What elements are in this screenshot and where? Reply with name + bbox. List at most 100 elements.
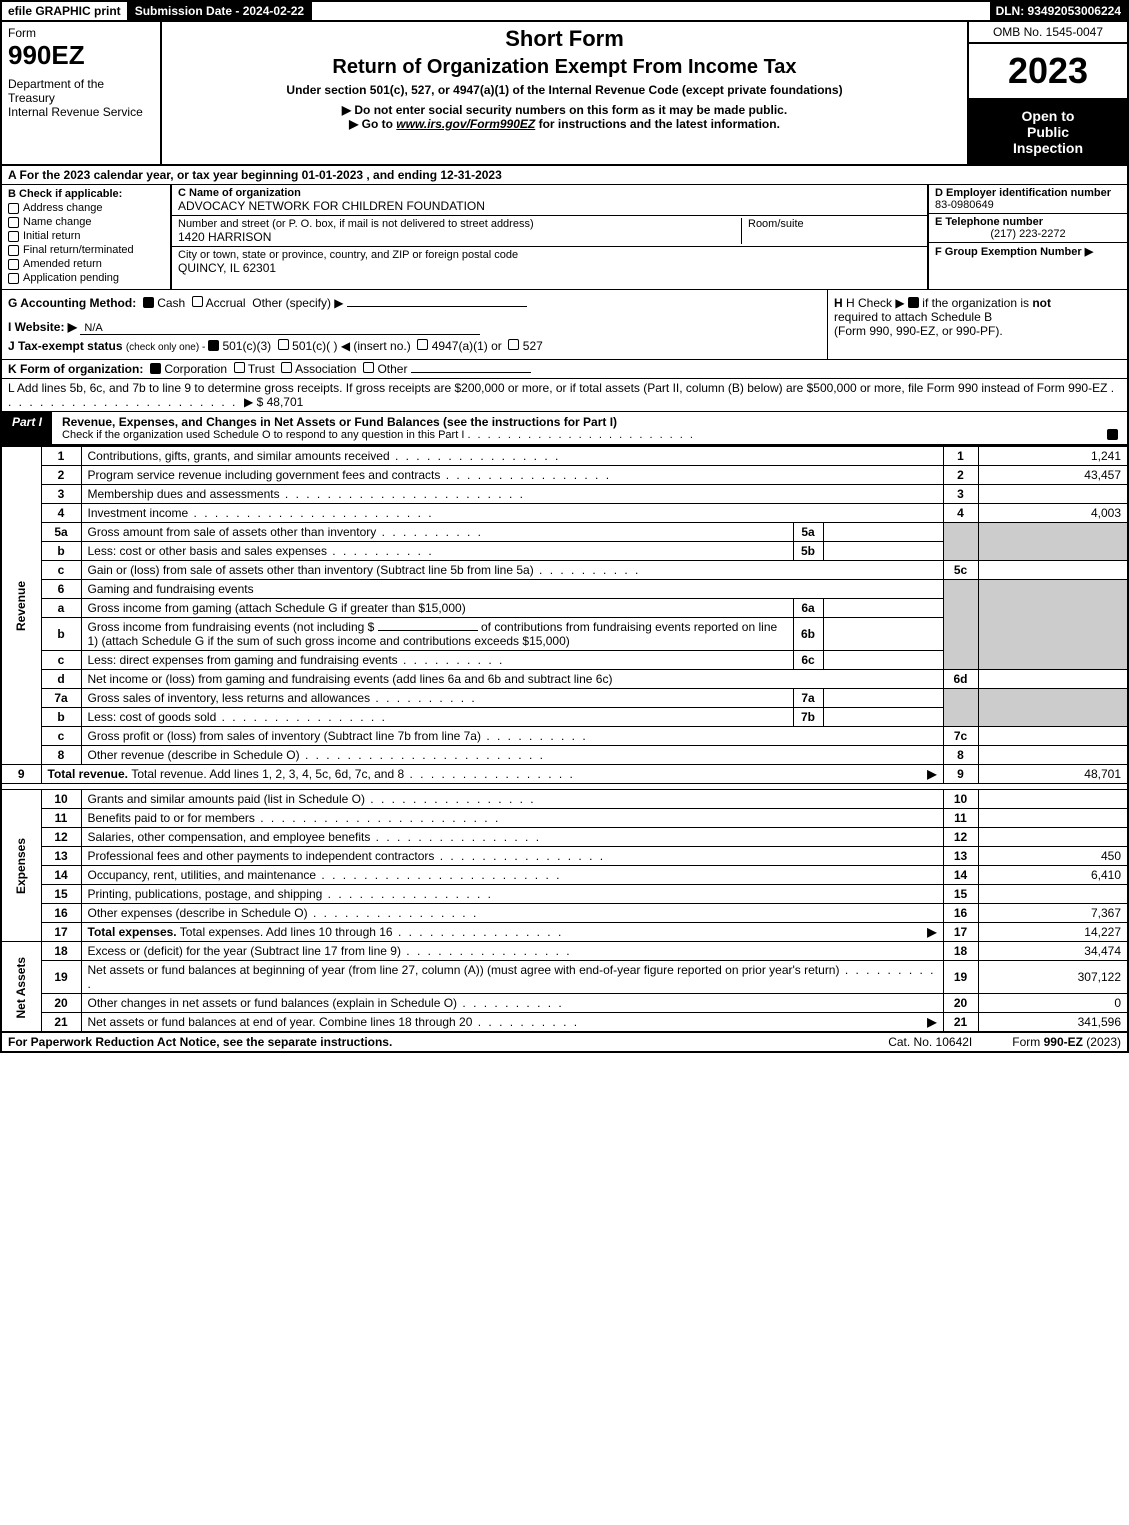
line-1-val: 1,241 — [978, 447, 1128, 466]
section-i: I Website: ▶ N/A — [8, 320, 821, 335]
section-j: J Tax-exempt status (check only one) - 5… — [8, 339, 821, 353]
phone-label: E Telephone number — [935, 216, 1121, 228]
line-13-desc: Professional fees and other payments to … — [81, 847, 943, 866]
line-16-rno: 16 — [943, 904, 978, 923]
line-16-val: 7,367 — [978, 904, 1128, 923]
line-10-no: 10 — [41, 790, 81, 809]
g-label: G Accounting Method: — [8, 296, 136, 310]
dots-icon — [457, 996, 564, 1010]
j-501c: 501(c)( ) ◀ (insert no.) — [292, 339, 411, 353]
other-specify: Other (specify) ▶ — [252, 296, 343, 310]
line-4-rno: 4 — [943, 504, 978, 523]
short-form-title: Short Form — [168, 26, 961, 52]
section-b-header: B Check if applicable: — [8, 188, 164, 200]
h-text2: required to attach Schedule B — [834, 310, 992, 324]
checkbox-icon[interactable] — [8, 273, 19, 284]
line-21-val: 341,596 — [978, 1013, 1128, 1033]
dots-icon — [370, 691, 477, 705]
header-center: Short Form Return of Organization Exempt… — [162, 22, 967, 164]
footer-catalog-no: Cat. No. 10642I — [888, 1035, 972, 1049]
checkbox-icon[interactable] — [192, 296, 203, 307]
checkbox-checked-icon[interactable] — [143, 297, 154, 308]
line-20-rno: 20 — [943, 994, 978, 1013]
checkbox-icon[interactable] — [234, 362, 245, 373]
dots-icon — [472, 1015, 579, 1029]
line-7a-sval — [823, 689, 943, 708]
line-3-val — [978, 485, 1128, 504]
top-bar: efile GRAPHIC print Submission Date - 20… — [0, 0, 1129, 20]
shade-cell — [978, 523, 1128, 561]
line-17-desc: Total expenses. Total expenses. Add line… — [81, 923, 943, 942]
section-k: K Form of organization: Corporation Trus… — [0, 360, 1129, 379]
line-5b-no: b — [41, 542, 81, 561]
department-label: Department of the Treasury Internal Reve… — [8, 77, 154, 119]
line-7a-no: 7a — [41, 689, 81, 708]
dots-icon — [393, 925, 564, 939]
checkbox-icon[interactable] — [8, 245, 19, 256]
other-input-line[interactable] — [347, 306, 527, 307]
checkbox-checked-icon[interactable] — [208, 340, 219, 351]
checkbox-icon[interactable] — [281, 362, 292, 373]
checkbox-checked-icon[interactable] — [908, 297, 919, 308]
checkbox-icon[interactable] — [8, 259, 19, 270]
line-5a-no: 5a — [41, 523, 81, 542]
line-18-val: 34,474 — [978, 942, 1128, 961]
opt-name-change[interactable]: Name change — [8, 216, 164, 228]
website-label: I Website: ▶ — [8, 320, 77, 334]
part1-subtitle: Check if the organization used Schedule … — [62, 429, 1087, 441]
shade-cell — [943, 580, 978, 670]
ein-label: D Employer identification number — [935, 187, 1121, 199]
phone-value: (217) 223-2272 — [935, 228, 1121, 240]
checkbox-icon[interactable] — [508, 339, 519, 350]
k-other-line[interactable] — [411, 372, 531, 373]
form-word: Form — [8, 26, 154, 40]
open-line2: Public — [973, 124, 1123, 140]
checkbox-icon[interactable] — [8, 217, 19, 228]
line-15-rno: 15 — [943, 885, 978, 904]
part1-label: Part I — [2, 412, 52, 444]
opt-amended[interactable]: Amended return — [8, 258, 164, 270]
line-7c-desc: Gross profit or (loss) from sales of inv… — [81, 727, 943, 746]
line-3-rno: 3 — [943, 485, 978, 504]
k-prefix: K Form of organization: — [8, 362, 143, 376]
checkbox-icon[interactable] — [417, 339, 428, 350]
line-7c-rno: 7c — [943, 727, 978, 746]
line-6c-desc: Less: direct expenses from gaming and fu… — [81, 651, 793, 670]
checkbox-icon[interactable] — [8, 203, 19, 214]
instructions-link-line: ▶ Go to www.irs.gov/Form990EZ for instru… — [168, 117, 961, 131]
line-6a-sno: 6a — [793, 599, 823, 618]
goto-suffix: for instructions and the latest informat… — [535, 117, 780, 131]
checkbox-icon[interactable] — [363, 362, 374, 373]
line-5c-no: c — [41, 561, 81, 580]
line-12-no: 12 — [41, 828, 81, 847]
open-line3: Inspection — [973, 140, 1123, 156]
group-exemption-cell: F Group Exemption Number ▶ — [929, 242, 1127, 260]
line-19-no: 19 — [41, 961, 81, 994]
irs-url[interactable]: www.irs.gov/Form990EZ — [396, 117, 535, 131]
dots-icon — [434, 849, 605, 863]
line-6-desc: Gaming and fundraising events — [81, 580, 943, 599]
opt-final-return[interactable]: Final return/terminated — [8, 244, 164, 256]
part1-checkbox[interactable] — [1097, 412, 1127, 444]
netassets-vertical-label: Net Assets — [1, 942, 41, 1033]
checkbox-checked-icon[interactable] — [150, 363, 161, 374]
group-exemption-label: F Group Exemption Number ▶ — [935, 246, 1093, 258]
opt-application-pending[interactable]: Application pending — [8, 272, 164, 284]
line-13-rno: 13 — [943, 847, 978, 866]
opt-initial-return[interactable]: Initial return — [8, 230, 164, 242]
line-3-no: 3 — [41, 485, 81, 504]
line-10-desc: Grants and similar amounts paid (list in… — [81, 790, 943, 809]
line-14-val: 6,410 — [978, 866, 1128, 885]
amount-input-line[interactable] — [378, 630, 478, 631]
line-7b-sval — [823, 708, 943, 727]
line-1-no: 1 — [41, 447, 81, 466]
line-6a-no: a — [41, 599, 81, 618]
dots-icon — [481, 729, 588, 743]
street-label: Number and street (or P. O. box, if mail… — [178, 218, 741, 230]
checkbox-icon[interactable] — [278, 339, 289, 350]
j-4947: 4947(a)(1) or — [432, 339, 502, 353]
line-6a-desc: Gross income from gaming (attach Schedul… — [81, 599, 793, 618]
opt-address-change[interactable]: Address change — [8, 202, 164, 214]
line-15-no: 15 — [41, 885, 81, 904]
checkbox-icon[interactable] — [8, 231, 19, 242]
